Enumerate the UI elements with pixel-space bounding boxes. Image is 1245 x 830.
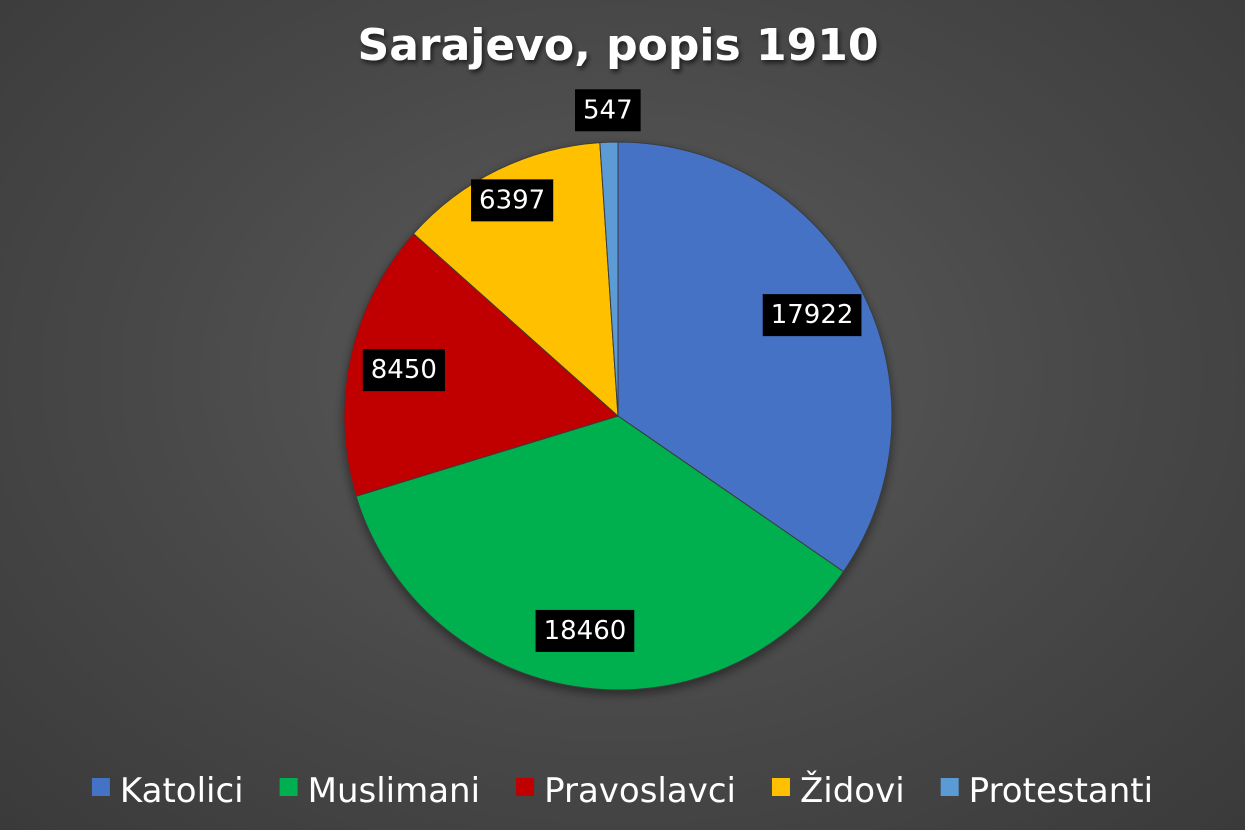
- data-label-box: [574, 89, 641, 132]
- data-label-zidovi: 6397: [471, 179, 554, 222]
- data-label-box: [471, 179, 554, 222]
- pie-slice-pravoslavci: [343, 232, 619, 497]
- legend-label: Protestanti: [969, 771, 1153, 811]
- legend-swatch: [516, 778, 535, 796]
- chart-title: Sarajevo, popis 1910: [358, 20, 879, 71]
- legend-label: Židovi: [800, 770, 905, 811]
- data-label-protestanti: 547: [574, 89, 641, 132]
- legend-label: Katolici: [120, 771, 244, 811]
- legend-swatch: [771, 778, 790, 796]
- data-label-text: 17922: [771, 300, 854, 330]
- pie-slice-protestanti: [599, 141, 619, 417]
- legend-swatch: [279, 778, 298, 796]
- legend-item-pravoslavci: Pravoslavci: [516, 771, 736, 811]
- legend-item-katolici: Katolici: [91, 771, 244, 811]
- legend-swatch: [940, 778, 959, 796]
- legend-swatch: [91, 778, 110, 796]
- data-label-muslimani: 18460: [535, 609, 635, 652]
- legend-item-muslimani: Muslimani: [279, 771, 480, 811]
- data-label-text: 6397: [479, 185, 545, 215]
- data-labels: 17922 18460 8450 6397 547: [362, 89, 862, 652]
- data-label-katolici: 17922: [762, 294, 862, 337]
- data-label-box: [362, 349, 445, 392]
- data-label-pravoslavci: 8450: [362, 349, 445, 392]
- pie-slices: [343, 141, 893, 691]
- legend-label: Muslimani: [308, 771, 480, 811]
- data-label-text: 547: [583, 95, 633, 125]
- legend-label: Pravoslavci: [544, 771, 736, 811]
- pie-slice-muslimani: [355, 415, 845, 691]
- legend: Katolici Muslimani Pravoslavci Židovi Protes…: [91, 770, 1153, 811]
- data-label-box: [762, 294, 862, 337]
- legend-item-zidovi: Židovi: [771, 770, 905, 811]
- pie-slice-katolici: [617, 141, 893, 573]
- data-label-box: [535, 609, 635, 652]
- data-label-text: 8450: [371, 355, 437, 385]
- pie-slice-zidovi: [412, 142, 619, 418]
- legend-item-protestanti: Protestanti: [940, 771, 1153, 811]
- data-label-text: 18460: [544, 616, 627, 646]
